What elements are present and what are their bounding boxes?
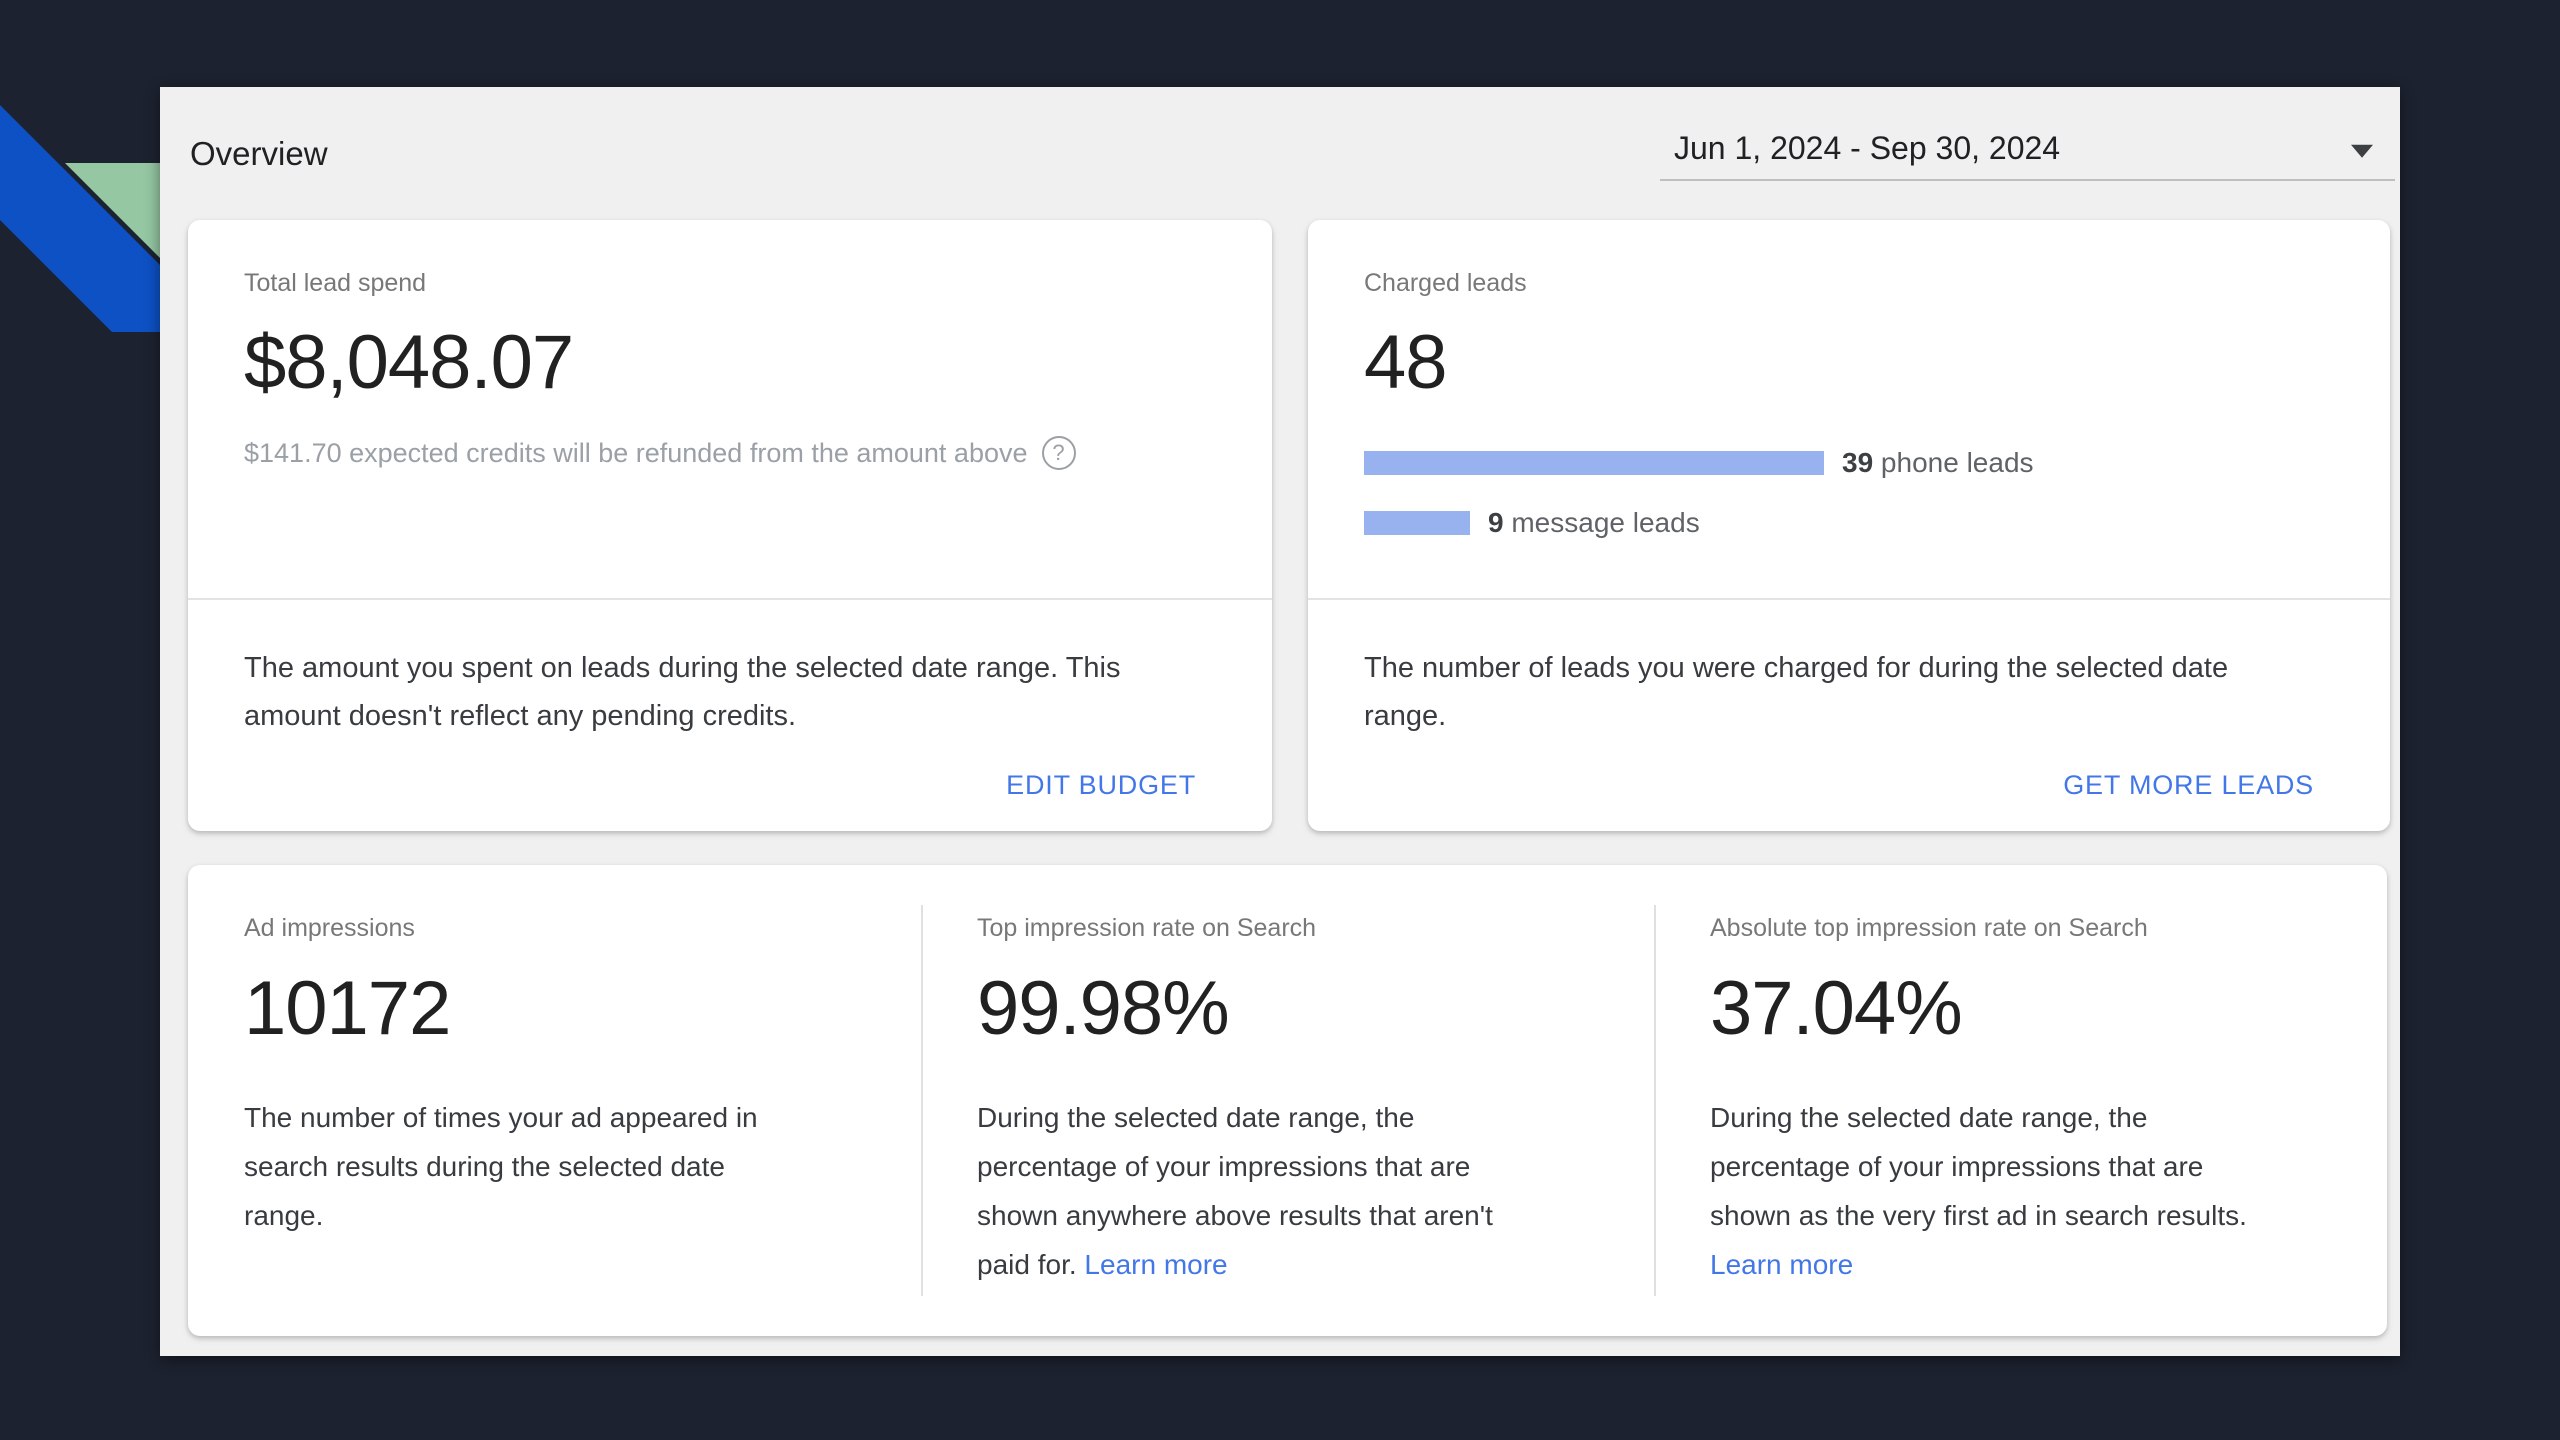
card-description: During the selected date range, the perc… <box>977 1093 1537 1289</box>
card-label: Ad impressions <box>244 914 415 942</box>
card-description-text: During the selected date range, the perc… <box>977 1102 1493 1281</box>
card-divider <box>1308 598 2390 600</box>
bar-row: 39 phone leads <box>1364 447 2334 479</box>
credits-note: $141.70 expected credits will be refunde… <box>244 436 1216 471</box>
column-divider <box>920 905 923 1296</box>
learn-more-link[interactable]: Learn more <box>1710 1249 1854 1281</box>
metric-column-ad-impressions: Ad impressions 10172 The number of times… <box>188 865 921 1336</box>
bar-label: message leads <box>1503 507 1700 539</box>
get-more-leads-button[interactable]: GET MORE LEADS <box>2063 770 2314 800</box>
bar-value: 9 <box>1488 507 1504 539</box>
metric-column-absolute-top-impression-rate: Absolute top impression rate on Search 3… <box>1654 865 2387 1336</box>
charged-leads-card: Charged leads 48 39 phone leads 9 messag… <box>1308 220 2390 831</box>
column-divider <box>1653 905 1656 1296</box>
metric-column-top-impression-rate: Top impression rate on Search 99.98% Dur… <box>921 865 1654 1336</box>
overview-panel: Overview Jun 1, 2024 - Sep 30, 2024 Tota… <box>160 87 2400 1356</box>
leads-bar-chart: 39 phone leads 9 message leads <box>1364 447 2334 539</box>
card-description: During the selected date range, the perc… <box>1710 1093 2270 1289</box>
stat-value: $8,048.07 <box>244 320 574 406</box>
stat-value: 99.98% <box>977 966 1230 1052</box>
card-description: The number of times your ad appeared in … <box>244 1102 758 1232</box>
card-description-text: During the selected date range, the perc… <box>1710 1102 2247 1232</box>
card-label: Total lead spend <box>244 269 427 297</box>
metrics-card: Ad impressions 10172 The number of times… <box>188 865 2387 1336</box>
card-label: Charged leads <box>1364 269 1527 297</box>
stat-value: 48 <box>1364 320 1448 406</box>
credits-note-text: $141.70 expected credits will be refunde… <box>244 437 1028 468</box>
chevron-down-icon <box>2351 144 2373 158</box>
help-icon[interactable]: ? <box>1041 436 1076 471</box>
learn-more-link[interactable]: Learn more <box>1084 1249 1228 1281</box>
stat-value: 37.04% <box>1710 966 1963 1052</box>
blue-ribbon <box>0 105 161 332</box>
phone-leads-bar <box>1364 451 1824 476</box>
card-description: The amount you spent on leads during the… <box>244 652 1121 732</box>
bar-value: 39 <box>1842 447 1874 479</box>
stat-value: 10172 <box>244 966 451 1052</box>
date-range-selector[interactable]: Jun 1, 2024 - Sep 30, 2024 <box>1660 121 2395 181</box>
card-label: Absolute top impression rate on Search <box>1710 914 2148 942</box>
page-title: Overview <box>190 135 328 172</box>
bar-row: 9 message leads <box>1364 507 2334 539</box>
date-range-value: Jun 1, 2024 - Sep 30, 2024 <box>1674 130 2061 167</box>
card-description: The number of leads you were charged for… <box>1364 652 2229 732</box>
card-divider <box>188 598 1272 600</box>
bar-label: phone leads <box>1873 447 2034 479</box>
lead-spend-card: Total lead spend $8,048.07 $141.70 expec… <box>188 220 1272 831</box>
card-label: Top impression rate on Search <box>977 914 1317 942</box>
message-leads-bar <box>1364 511 1470 536</box>
green-triangle <box>65 163 161 259</box>
corner-decoration <box>0 105 161 332</box>
edit-budget-button[interactable]: EDIT BUDGET <box>1006 770 1196 800</box>
